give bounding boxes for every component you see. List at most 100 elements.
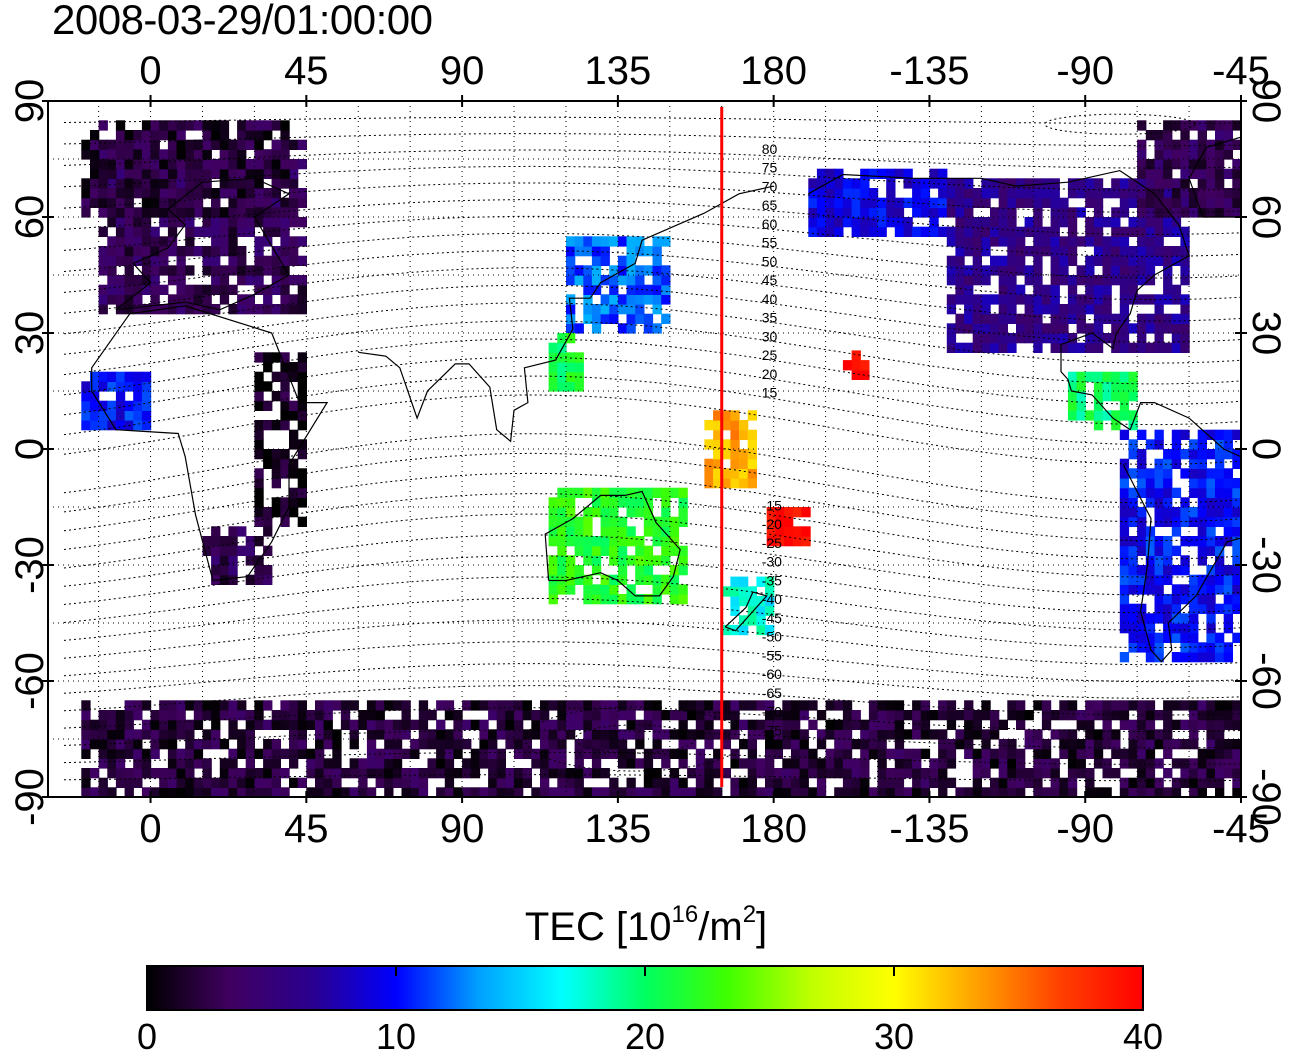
coastline-3 <box>544 490 681 597</box>
contour-label: 60 <box>762 216 778 232</box>
contour-label: -40 <box>762 591 782 607</box>
contour-label: -35 <box>762 572 782 588</box>
contour--55 <box>63 641 1241 683</box>
colorbar-tick-label: 20 <box>624 1016 666 1057</box>
contour--75 <box>63 729 1241 749</box>
lon-tick-label-bottom: 135 <box>585 807 652 851</box>
contour--60 <box>63 663 1241 699</box>
tec-region-japan-east-asia <box>566 236 671 334</box>
lat-tick-label-right: 0 <box>1244 438 1288 460</box>
colorbar-tick-label: 10 <box>375 1016 417 1057</box>
contour-north-pole <box>1044 113 1196 135</box>
lon-tick-label-bottom: 180 <box>740 807 807 851</box>
contour-85 <box>63 116 1241 124</box>
contour-labels: 80 75 70 65 60 55 50 45 40 35 30 25 20 15 -15 -20 -25 -30… <box>762 141 782 738</box>
contour--80 <box>63 751 1241 765</box>
lon-tick-label-bottom: -45 <box>1212 807 1270 851</box>
contour-45 <box>63 249 1241 301</box>
contour-65 <box>63 182 1241 213</box>
contour--85 <box>63 774 1241 782</box>
lon-tick-label-bottom: -90 <box>1056 807 1114 851</box>
contour--45 <box>63 597 1241 649</box>
contour--40 <box>63 576 1241 631</box>
colorbar-title-end: ] <box>756 905 768 949</box>
tec-region-north-america <box>946 178 1190 353</box>
contour-label: 20 <box>762 366 778 382</box>
lat-tick-label-right: 60 <box>1244 195 1288 240</box>
lat-tick-label-right: -60 <box>1244 652 1288 710</box>
lon-tick-label-top: -45 <box>1212 49 1270 93</box>
contour--50 <box>63 619 1241 666</box>
colorbar-tick-label: 30 <box>873 1016 915 1057</box>
contour-75 <box>63 149 1241 169</box>
colorbar-tick-label: 0 <box>136 1016 158 1057</box>
tec-region-alaska <box>808 168 948 237</box>
contour-15 <box>63 356 1241 426</box>
contour--35 <box>63 555 1241 614</box>
contour-label: -65 <box>762 685 782 701</box>
contour--65 <box>63 685 1241 716</box>
tec-region-pacific-islands-fiji- <box>766 507 811 547</box>
coastline-7 <box>1122 464 1241 663</box>
contour-50 <box>63 232 1241 279</box>
lon-tick-label-top: 180 <box>740 49 807 93</box>
tec-region-east-africa <box>254 352 307 527</box>
lon-tick-label-top: -90 <box>1056 49 1114 93</box>
contour-label: 55 <box>762 235 778 251</box>
lon-tick-label-top: -135 <box>889 49 969 93</box>
colorbar-title-mid: /m <box>698 905 743 949</box>
timestamp-title: 2008-03-29/01:00:00 <box>52 0 433 43</box>
tec-region-central-america <box>1067 371 1138 431</box>
contour-label: -15 <box>762 497 782 513</box>
colorbar-title-exp1: 16 <box>671 901 699 928</box>
tec-region-antarctica <box>81 700 1241 797</box>
contour-label: 35 <box>762 310 778 326</box>
contour-south-pole <box>574 724 696 754</box>
lat-tick-label-right: -30 <box>1244 536 1288 594</box>
contour-40 <box>63 267 1241 322</box>
contour-label: -50 <box>762 629 782 645</box>
graticule <box>48 101 1241 797</box>
contour-35 <box>63 284 1241 343</box>
contour-label: -25 <box>762 535 782 551</box>
magnetic-contours <box>63 113 1241 782</box>
coastline-6 <box>1129 402 1241 458</box>
contour-label: -20 <box>762 516 782 532</box>
coastline-0 <box>115 177 291 311</box>
contour-80 <box>63 133 1241 147</box>
lat-tick-label-right: 90 <box>1244 79 1288 124</box>
contour--70 <box>63 707 1241 733</box>
tec-region-greenland-arctic-canada <box>1137 120 1241 218</box>
contour-10 <box>63 375 1241 446</box>
contour-label: -45 <box>762 610 782 626</box>
lat-tick-label-right: -90 <box>1244 768 1288 826</box>
contour-label: 40 <box>762 291 778 307</box>
tec-region-australia <box>548 487 688 605</box>
colorbar-title-exp2: 2 <box>742 901 757 928</box>
colorbar-title: TEC [1016/m2] <box>0 901 1292 950</box>
contour-55 <box>63 215 1241 257</box>
contour-70 <box>63 165 1241 191</box>
colorbar-tick-label: 40 <box>1122 1016 1164 1057</box>
coastline-4 <box>724 591 768 632</box>
contour-label: 25 <box>762 347 778 363</box>
lon-tick-label-bottom: 0 <box>139 807 161 851</box>
contour-60 <box>63 199 1241 235</box>
contour--30 <box>63 534 1241 596</box>
contour-30 <box>63 302 1241 364</box>
contour-label: 30 <box>762 328 778 344</box>
contour-south-pole-2 <box>524 706 746 772</box>
lon-tick-label-bottom: 90 <box>440 807 485 851</box>
contour-label: 80 <box>762 141 778 157</box>
lon-tick-label-top: 45 <box>284 49 329 93</box>
tec-region-hawaii <box>842 350 870 380</box>
contour-label: -30 <box>762 554 782 570</box>
contour-label: -60 <box>762 666 782 682</box>
contour-label: -75 <box>762 722 782 738</box>
coastline-5 <box>808 169 1190 431</box>
contour-label: 45 <box>762 272 778 288</box>
tec-region-south-america <box>1119 429 1241 663</box>
contour-label: -70 <box>762 704 782 720</box>
lon-tick-label-bottom: 45 <box>284 807 329 851</box>
